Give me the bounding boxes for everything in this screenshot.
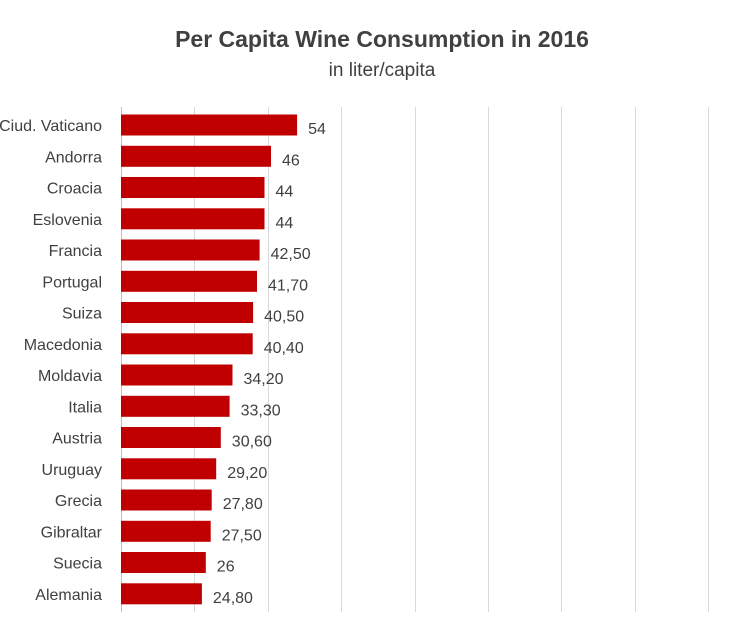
bar-andorra bbox=[121, 145, 271, 167]
bar-grecia bbox=[121, 489, 212, 511]
bar-croacia bbox=[121, 177, 265, 198]
category-label: Italia bbox=[68, 399, 102, 416]
value-label: 54 bbox=[308, 121, 326, 138]
category-label: Eslovenia bbox=[33, 212, 102, 229]
category-label: Austria bbox=[52, 431, 102, 448]
category-label: Moldavia bbox=[38, 368, 102, 385]
bar-italia bbox=[121, 395, 230, 417]
value-labels: 54 46 44 44 42,50 41,70 40,50 40,40 34,20 33,30 30… bbox=[213, 121, 326, 607]
category-label: Francia bbox=[49, 243, 102, 260]
value-label: 46 bbox=[282, 152, 300, 169]
bar-suecia bbox=[121, 552, 206, 573]
value-label: 27,50 bbox=[222, 527, 262, 544]
category-label: Macedonia bbox=[24, 337, 102, 354]
value-label: 34,20 bbox=[244, 371, 284, 388]
category-label: Ciud. Vaticano bbox=[0, 118, 102, 135]
bar-austria bbox=[121, 427, 221, 448]
category-label: Suiza bbox=[62, 306, 102, 323]
value-label: 40,40 bbox=[264, 340, 304, 357]
value-label: 24,80 bbox=[213, 590, 253, 607]
bar-macedonia bbox=[121, 333, 253, 355]
chart-title: Per Capita Wine Consumption in 2016 bbox=[175, 26, 589, 52]
gridlines bbox=[121, 107, 709, 612]
bars bbox=[121, 114, 298, 605]
value-label: 26 bbox=[217, 559, 235, 576]
bar-moldavia bbox=[121, 364, 233, 386]
category-label: Gibraltar bbox=[41, 524, 103, 541]
category-label: Suecia bbox=[53, 556, 102, 573]
category-label: Croacia bbox=[47, 181, 102, 198]
value-label: 40,50 bbox=[264, 309, 304, 326]
category-label: Andorra bbox=[45, 149, 102, 166]
category-label: Grecia bbox=[55, 493, 102, 510]
bar-suiza bbox=[121, 302, 254, 323]
value-label: 41,70 bbox=[268, 277, 308, 294]
bar-alemania bbox=[121, 583, 202, 605]
value-label: 29,20 bbox=[227, 465, 267, 482]
bar-eslovenia bbox=[121, 208, 265, 230]
bar-francia bbox=[121, 239, 260, 261]
category-label: Alemania bbox=[35, 587, 102, 604]
value-label: 27,80 bbox=[223, 496, 263, 513]
bar-ciud-vaticano bbox=[121, 114, 298, 136]
bar-portugal bbox=[121, 270, 257, 292]
value-label: 44 bbox=[276, 184, 294, 201]
value-label: 42,50 bbox=[271, 246, 311, 263]
value-label: 33,30 bbox=[241, 402, 281, 419]
bar-uruguay bbox=[121, 458, 217, 480]
category-label: Portugal bbox=[42, 274, 102, 291]
chart-subtitle: in liter/capita bbox=[329, 60, 436, 81]
bar-gibraltar bbox=[121, 520, 211, 542]
value-label: 44 bbox=[276, 215, 294, 232]
category-labels: Ciud. Vaticano Andorra Croacia Eslovenia Fra… bbox=[0, 118, 103, 604]
value-label: 30,60 bbox=[232, 434, 272, 451]
category-label: Uruguay bbox=[42, 462, 102, 479]
